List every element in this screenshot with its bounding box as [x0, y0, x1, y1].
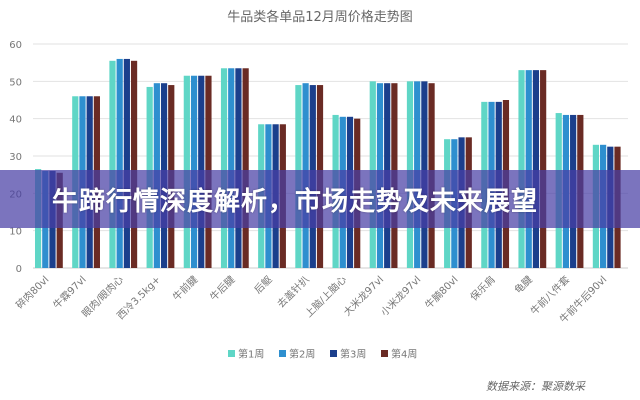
legend-swatch — [330, 350, 337, 357]
bar-4-13 — [540, 70, 547, 268]
y-tick-label: 0 — [16, 264, 22, 275]
legend-label: 第3周 — [340, 348, 366, 361]
bar-2-5 — [228, 68, 235, 269]
y-tick-label: 60 — [9, 40, 22, 51]
bar-1-5 — [220, 68, 228, 269]
legend-label: 第4周 — [391, 348, 417, 361]
x-tick-label: 牛腩80vl — [422, 273, 460, 311]
bar-2-2 — [116, 58, 123, 268]
x-tick-label: 保乐肩 — [467, 273, 497, 303]
chart-title: 牛品类各单品12月周价格走势图 — [227, 9, 413, 25]
legend-swatch — [228, 350, 235, 357]
y-tick-label: 40 — [9, 115, 22, 126]
legend-swatch — [381, 350, 388, 357]
bar-1-2 — [109, 60, 116, 268]
legend-swatch — [279, 350, 286, 357]
x-tick-label: 小米龙97vl — [378, 273, 424, 319]
bar-3-5 — [235, 68, 242, 269]
bar-1-13 — [518, 70, 525, 268]
y-tick-label: 10 — [9, 227, 22, 238]
x-tick-label: 牛后腱 — [207, 273, 237, 303]
x-tick-label: 碎肉80vl — [13, 273, 51, 311]
x-tick-label: 牛前腱 — [170, 273, 200, 303]
banner-text: 牛蹄行情深度解析，市场走势及未来展望 — [52, 187, 539, 217]
y-tick-label: 30 — [9, 152, 22, 163]
source-note: 数据来源：聚源数采 — [486, 380, 585, 393]
x-tick-label: 后躯 — [251, 273, 274, 296]
bar-4-2 — [130, 60, 138, 268]
x-tick-label: 牛霖97vl — [50, 273, 88, 311]
legend-label: 第2周 — [289, 348, 315, 361]
legend-label: 第1周 — [238, 348, 264, 361]
bar-3-13 — [532, 70, 540, 268]
x-tick-label: 龟腱 — [512, 274, 535, 297]
bar-4-5 — [242, 68, 249, 269]
x-tick-label: 去盖针扒 — [274, 273, 311, 310]
bar-2-13 — [525, 70, 532, 268]
bar-3-2 — [123, 58, 130, 268]
y-tick-label: 50 — [9, 77, 22, 88]
title-banner — [0, 170, 640, 228]
